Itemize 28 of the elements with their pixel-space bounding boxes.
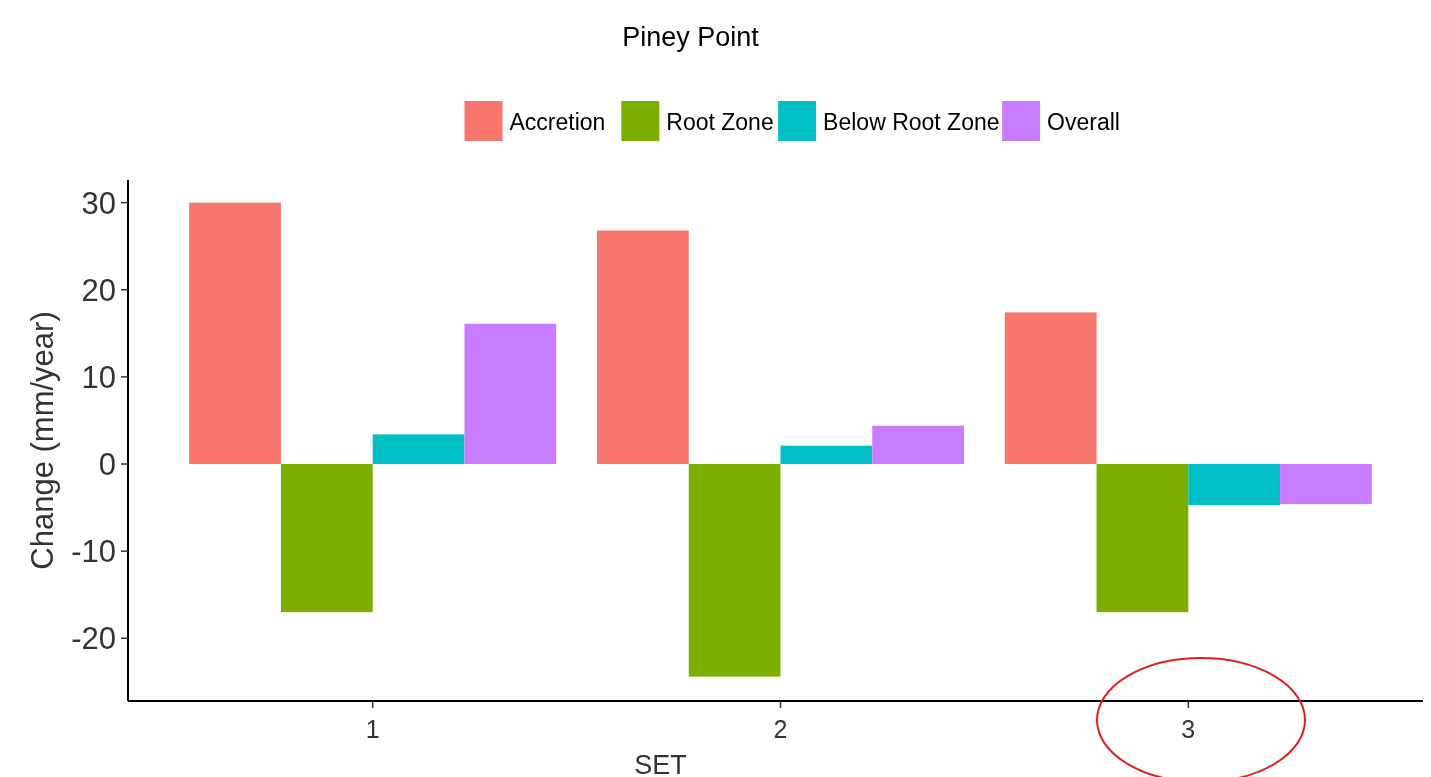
bar bbox=[280, 464, 373, 613]
bar bbox=[1004, 312, 1097, 465]
y-tick-label: 20 bbox=[81, 272, 116, 308]
x-axis-title: SET bbox=[634, 750, 687, 777]
bar bbox=[1280, 464, 1372, 505]
bar bbox=[1188, 464, 1281, 505]
bar bbox=[596, 230, 689, 465]
legend-label: Accretion bbox=[509, 109, 606, 136]
x-tick-label: 3 bbox=[1181, 715, 1196, 743]
legend-label: Below Root Zone bbox=[823, 109, 1000, 136]
y-tick-label: -10 bbox=[71, 534, 116, 569]
bar bbox=[372, 434, 465, 465]
bar bbox=[872, 425, 965, 465]
bar bbox=[189, 202, 281, 465]
bar bbox=[1096, 464, 1189, 613]
y-axis-title: Change (mm/year) bbox=[25, 311, 60, 570]
y-tick-label: -20 bbox=[71, 621, 116, 657]
bar bbox=[780, 445, 873, 465]
legend-label: Overall bbox=[1047, 109, 1120, 136]
chart-title: Piney Point bbox=[622, 22, 760, 52]
x-tick-label: 1 bbox=[365, 715, 380, 743]
y-tick-label: 30 bbox=[81, 185, 116, 221]
y-tick-label: 10 bbox=[81, 359, 116, 395]
y-tick-label: 0 bbox=[98, 446, 116, 482]
bar bbox=[464, 323, 557, 465]
x-tick-label: 2 bbox=[773, 715, 788, 743]
legend-label: Root Zone bbox=[666, 109, 774, 136]
bar bbox=[688, 464, 781, 677]
